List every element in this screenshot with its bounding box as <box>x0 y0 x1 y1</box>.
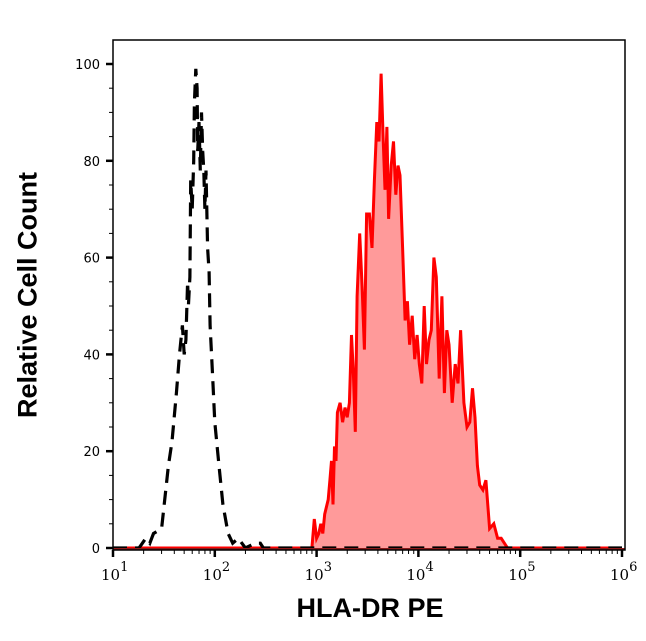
isotype-control-histogram-line <box>113 68 622 551</box>
y-tick-label: 20 <box>83 445 100 460</box>
y-axis-label: Relative Cell Count <box>12 171 43 419</box>
x-tick-label: 106 <box>610 560 637 584</box>
y-tick-label: 60 <box>83 252 100 267</box>
y-tick-label: 40 <box>83 348 100 363</box>
x-axis: 101 102 103 104 105 106 <box>101 550 637 584</box>
x-tick-label: 101 <box>101 560 128 584</box>
y-tick-label: 0 <box>92 542 100 557</box>
x-tick-label: 102 <box>203 560 230 584</box>
hla-dr-pe-histogram-line <box>113 73 622 550</box>
y-tick-label: 80 <box>83 155 100 170</box>
plot-area <box>113 68 625 551</box>
x-tick-label: 105 <box>508 560 535 584</box>
x-tick-label: 104 <box>406 560 433 584</box>
x-tick-label: 103 <box>305 560 332 584</box>
hla-dr-pe-histogram-fill <box>113 73 622 548</box>
y-tick-label: 100 <box>75 58 100 73</box>
x-axis-label: HLA-DR PE <box>296 593 444 623</box>
y-axis: 0 20 40 60 80 100 <box>75 58 113 557</box>
plot-frame <box>112 39 626 551</box>
